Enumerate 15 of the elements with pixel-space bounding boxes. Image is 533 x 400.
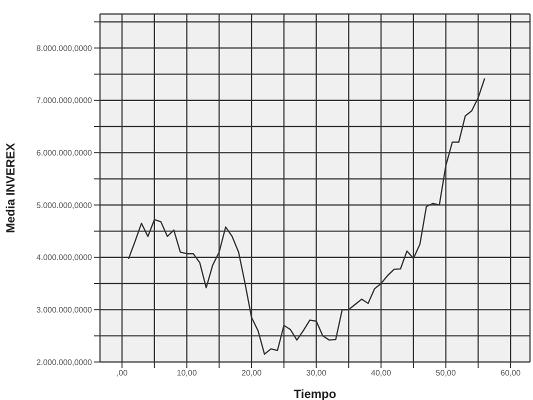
y-axis-title: Media INVEREX (3, 142, 18, 234)
x-tick-label: 10,00 (176, 368, 198, 378)
y-tick-label: 7.000.000,0000 (36, 96, 93, 106)
x-tick-label: ,00 (116, 368, 128, 378)
y-tick-label: 8.000.000,0000 (36, 44, 93, 53)
x-tick-label: 60,00 (500, 368, 522, 378)
x-tick-label: 50,00 (436, 368, 456, 378)
x-tick-label: 40,00 (371, 368, 392, 378)
y-tick-label: 2.000.000,0000 (36, 358, 93, 367)
x-tick-label: 30,00 (306, 368, 327, 378)
x-tick-label: 20,00 (242, 368, 262, 378)
y-tick-label: 4.000.000,0000 (36, 253, 93, 262)
y-tick-label: 5.000.000,0000 (36, 200, 93, 210)
y-tick-label: 6.000.000,0000 (36, 148, 93, 158)
y-tick-label: 3.000.000,0000 (36, 306, 93, 315)
